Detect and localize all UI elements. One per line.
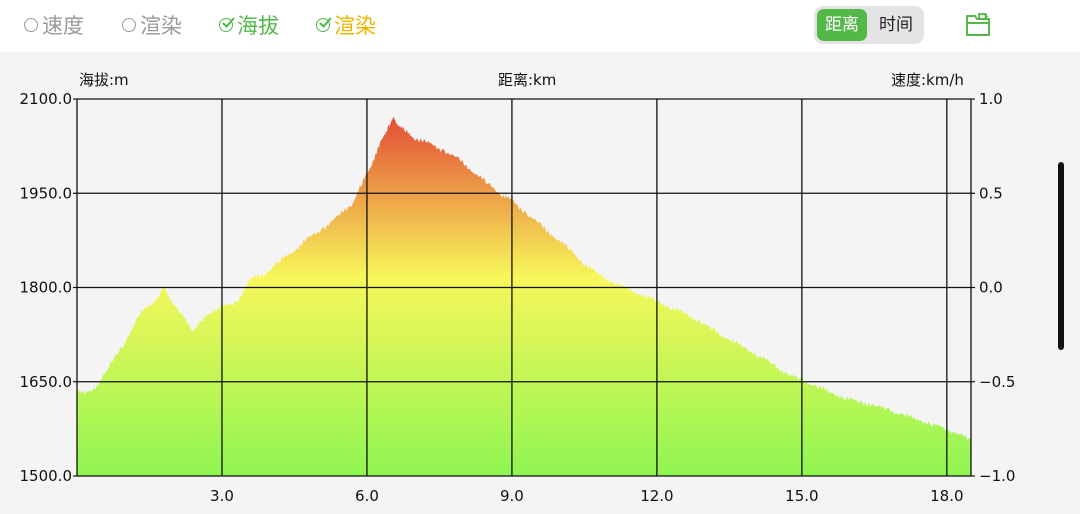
unchecked-circle-icon	[24, 18, 38, 32]
distance-time-toggle: 距离 时间	[814, 6, 924, 44]
option-altitude-label: 海拔	[237, 14, 279, 38]
x-tick-label: 12.0	[640, 487, 673, 505]
checked-circle-icon	[219, 17, 235, 32]
x-tick-label: 15.0	[785, 487, 818, 505]
checked-circle-icon	[316, 17, 332, 32]
y-tick-label: 1500.0	[20, 467, 73, 485]
option-speed[interactable]: 速度	[24, 10, 84, 40]
y2-tick-label: 0.0	[979, 279, 1003, 297]
x-tick-label: 6.0	[355, 487, 379, 505]
right-axis-label: 速度:km/h	[891, 71, 964, 89]
y-tick-label: 1650.0	[20, 373, 73, 391]
option-render-speed-label: 渲染	[140, 14, 182, 38]
x-tick-label: 9.0	[500, 487, 524, 505]
altitude-area	[77, 116, 971, 477]
top-toolbar: 速度 渲染 海拔 渲染 距离 时间	[0, 0, 1080, 52]
y-tick-label: 1950.0	[20, 184, 73, 202]
y2-tick-label: 1.0	[979, 90, 1003, 108]
x-tick-label: 18.0	[930, 487, 963, 505]
y2-tick-label: −0.5	[979, 373, 1015, 391]
option-render-altitude[interactable]: 渲染	[316, 10, 376, 40]
segment-time[interactable]: 时间	[879, 15, 913, 35]
vertical-scrollbar[interactable]	[1058, 162, 1064, 350]
y2-tick-label: 0.5	[979, 184, 1003, 202]
y-tick-label: 2100.0	[20, 90, 73, 108]
y2-tick-label: −1.0	[979, 467, 1015, 485]
unchecked-circle-icon	[122, 18, 136, 32]
folder-export-icon[interactable]	[964, 11, 994, 39]
option-speed-label: 速度	[42, 14, 84, 38]
y-tick-label: 1800.0	[20, 279, 73, 297]
option-altitude[interactable]: 海拔	[219, 10, 279, 40]
option-render-speed[interactable]: 渲染	[122, 10, 182, 40]
segment-distance[interactable]: 距离	[817, 9, 867, 41]
option-render-altitude-label: 渲染	[334, 14, 376, 38]
left-axis-label: 海拔:m	[79, 71, 129, 89]
top-axis-label: 距离:km	[498, 71, 557, 89]
x-tick-label: 3.0	[210, 487, 234, 505]
